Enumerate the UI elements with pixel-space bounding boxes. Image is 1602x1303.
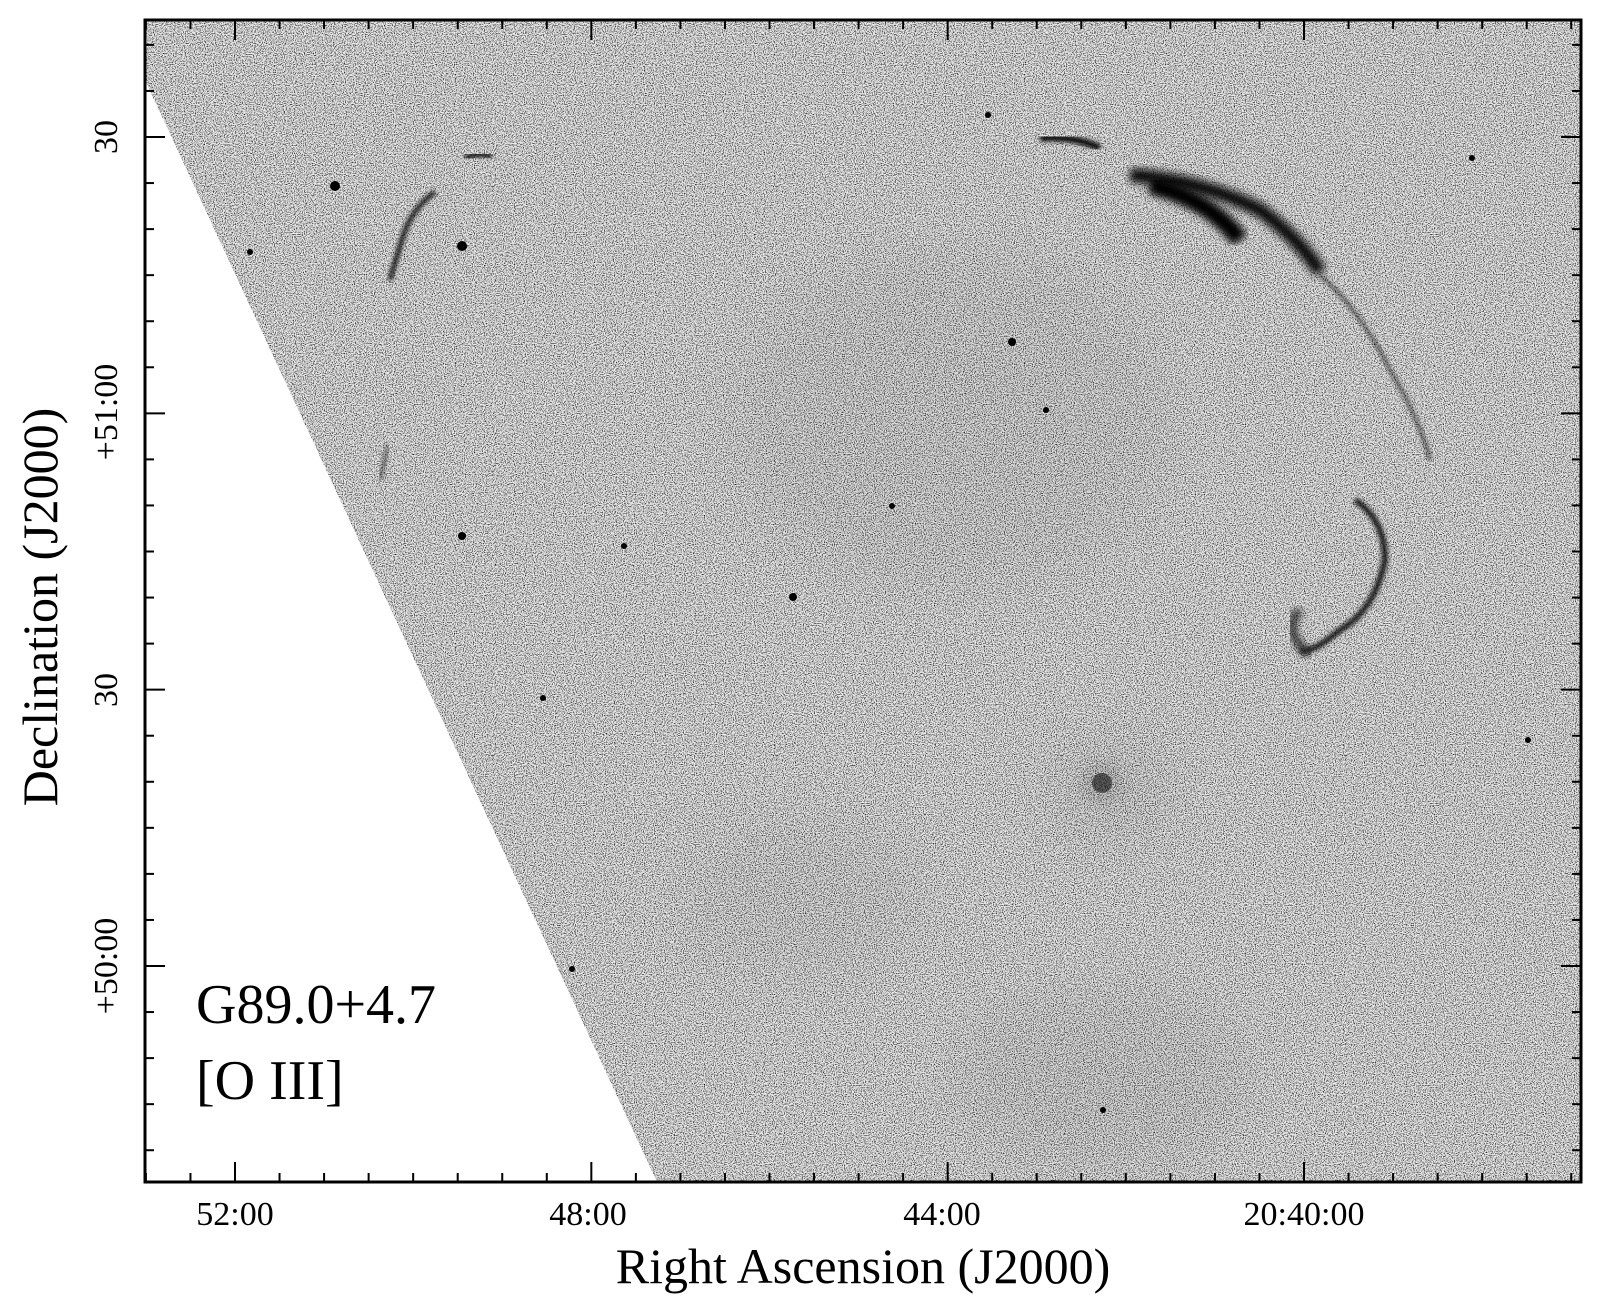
no-data-region bbox=[145, 80, 657, 1182]
x-tick-label: 20:40:00 bbox=[1244, 1196, 1365, 1233]
tick-marks bbox=[144, 20, 1581, 1182]
object-name-label: G89.0+4.7 bbox=[196, 974, 436, 1036]
y-tick-label: 30 bbox=[88, 120, 125, 154]
x-tick-label: 48:00 bbox=[549, 1196, 626, 1233]
y-tick-label: +51:00 bbox=[88, 364, 125, 461]
y-tick-label: 30 bbox=[88, 673, 125, 707]
y-axis-tick-labels: 30 +51:00 30 +50:00 bbox=[88, 120, 125, 1014]
y-axis-title: Declination (J2000) bbox=[12, 408, 68, 807]
x-axis-title: Right Ascension (J2000) bbox=[616, 1238, 1110, 1294]
inset-caption: G89.0+4.7 [O III] bbox=[196, 974, 436, 1112]
x-tick-label: 44:00 bbox=[903, 1196, 980, 1233]
axes-frame bbox=[143, 18, 1583, 1184]
plot-frame bbox=[143, 18, 1583, 1184]
x-axis-tick-labels: 52:00 48:00 44:00 20:40:00 bbox=[196, 1196, 1364, 1233]
filter-label: [O III] bbox=[196, 1050, 344, 1112]
sky-image bbox=[145, 20, 1581, 1182]
y-tick-label: +50:00 bbox=[88, 918, 125, 1015]
x-tick-label: 52:00 bbox=[196, 1196, 273, 1233]
